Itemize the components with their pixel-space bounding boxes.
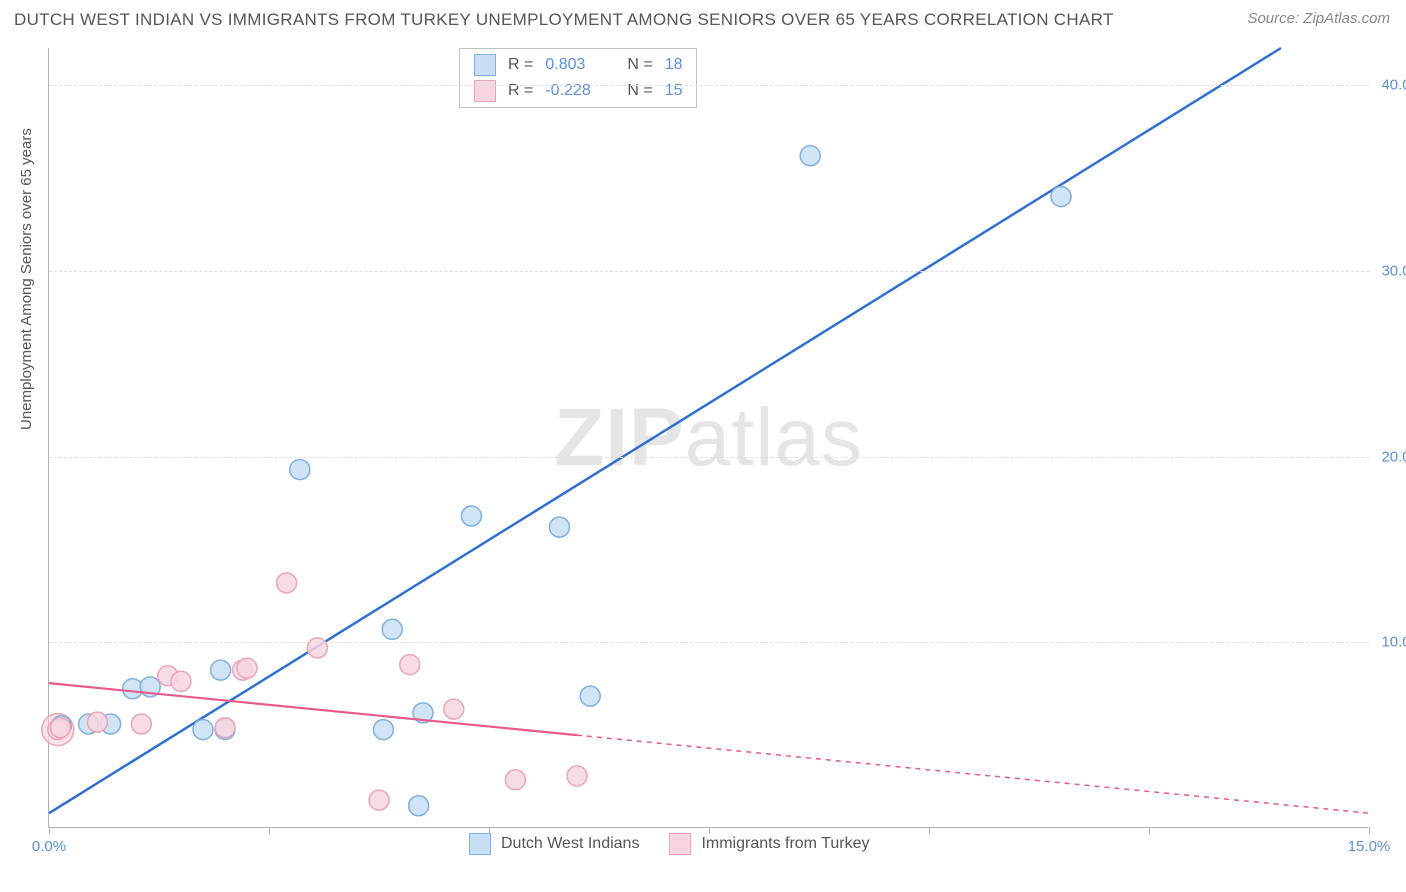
legend-swatch: [669, 833, 691, 855]
x-tick-minor: [1149, 827, 1150, 834]
gridline: [49, 85, 1369, 86]
legend-label: Dutch West Indians: [501, 835, 639, 853]
data-point: [193, 720, 213, 740]
y-tick-label: 30.0%: [1381, 262, 1406, 279]
scatter-svg: [49, 48, 1369, 828]
x-tick: [1369, 827, 1370, 834]
gridline: [49, 271, 1369, 272]
legend-item: Dutch West Indians: [469, 833, 639, 855]
regression-line: [49, 48, 1281, 813]
y-tick-label: 40.0%: [1381, 77, 1406, 94]
legend-swatch: [469, 833, 491, 855]
x-tick: [489, 827, 490, 834]
data-point: [87, 712, 107, 732]
data-point: [505, 770, 525, 790]
legend-item: Immigrants from Turkey: [669, 833, 869, 855]
data-point: [171, 671, 191, 691]
gridline: [49, 642, 1369, 643]
chart-plot-area: ZIPatlas R =0.803N =18R =-0.228N =15 Dut…: [48, 48, 1368, 828]
x-tick-label: 15.0%: [1348, 838, 1391, 855]
data-point: [382, 619, 402, 639]
n-value: 18: [665, 56, 683, 74]
x-tick-minor: [709, 827, 710, 834]
legend-swatch: [474, 80, 496, 102]
y-tick-label: 10.0%: [1381, 634, 1406, 651]
data-point: [307, 638, 327, 658]
y-tick-label: 20.0%: [1381, 448, 1406, 465]
data-point: [131, 714, 151, 734]
x-tick-label: 0.0%: [32, 838, 66, 855]
chart-title: DUTCH WEST INDIAN VS IMMIGRANTS FROM TUR…: [14, 10, 1114, 30]
data-point: [290, 460, 310, 480]
legend-row: R = 0.803 N = 18: [460, 52, 696, 78]
data-point: [1051, 187, 1071, 207]
data-point: [549, 517, 569, 537]
r-label: R =: [508, 56, 533, 74]
x-tick: [49, 827, 50, 834]
data-point: [567, 766, 587, 786]
x-tick: [929, 827, 930, 834]
data-point: [373, 720, 393, 740]
data-point: [580, 686, 600, 706]
y-axis-label: Unemployment Among Seniors over 65 years: [18, 128, 35, 430]
data-point: [369, 790, 389, 810]
series-legend: Dutch West Indians Immigrants from Turkey: [469, 833, 869, 855]
legend-row: R =-0.228N =15: [460, 78, 696, 104]
gridline: [49, 457, 1369, 458]
data-point: [123, 679, 143, 699]
regression-line: [49, 683, 577, 735]
data-point: [400, 655, 420, 675]
data-point: [277, 573, 297, 593]
correlation-legend: R = 0.803 N = 18 R =-0.228N =15: [459, 48, 697, 108]
data-point: [461, 506, 481, 526]
legend-label: Immigrants from Turkey: [701, 835, 869, 853]
r-value: 0.803: [545, 56, 615, 74]
regression-line-dashed: [577, 735, 1369, 813]
data-point: [444, 699, 464, 719]
data-point: [50, 718, 70, 738]
x-tick-minor: [269, 827, 270, 834]
data-point: [409, 796, 429, 816]
source-label: Source: ZipAtlas.com: [1247, 10, 1390, 27]
data-point: [211, 660, 231, 680]
n-label: N =: [627, 56, 652, 74]
legend-swatch: [474, 54, 496, 76]
data-point: [800, 146, 820, 166]
data-point: [215, 718, 235, 738]
data-point: [237, 658, 257, 678]
